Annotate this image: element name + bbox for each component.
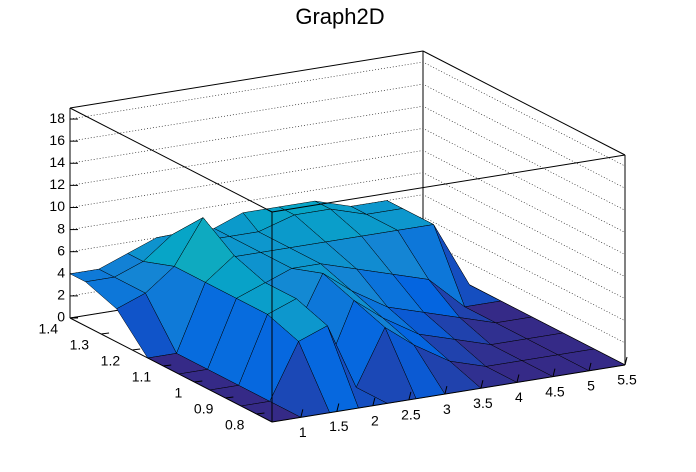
z-tick-label: 12	[49, 176, 65, 192]
x-tick	[408, 391, 412, 401]
y-tick	[132, 348, 141, 351]
y-tick-label: 0.9	[194, 401, 214, 417]
z-tick-label: 10	[49, 198, 65, 214]
z-tick-label: 18	[49, 110, 65, 126]
z-tick-label: 14	[49, 154, 65, 170]
y-tick-label: 0.8	[225, 417, 245, 433]
y-tick	[194, 380, 203, 383]
grid-line	[69, 150, 626, 255]
x-tick-label: 2.5	[401, 407, 421, 423]
x-tick-label: 2	[371, 412, 379, 428]
z-tick-label: 8	[57, 220, 65, 236]
y-tick	[69, 316, 79, 319]
x-tick-label: 4	[515, 389, 523, 405]
grid-line	[69, 83, 626, 189]
y-tick-label: 1	[175, 385, 183, 401]
x-tick	[300, 409, 304, 418]
x-tick	[624, 356, 628, 366]
z-tick-label: 2	[57, 287, 65, 303]
y-axis	[69, 317, 273, 423]
grid-line	[69, 128, 626, 233]
x-tick	[372, 397, 376, 406]
y-tick-label: 1.3	[70, 337, 90, 353]
x-axis	[271, 364, 626, 423]
x-tick	[588, 362, 592, 371]
y-tick-label: 1.2	[101, 353, 121, 369]
y-tick	[101, 332, 110, 335]
x-tick	[336, 403, 340, 412]
z-tick-label: 0	[57, 309, 65, 325]
front-edge	[69, 107, 273, 213]
grid-line	[69, 216, 626, 322]
y-tick-label: 1.1	[132, 369, 152, 385]
x-tick-label: 1.5	[329, 418, 349, 434]
grid-line	[69, 105, 626, 211]
x-tick	[480, 380, 484, 389]
x-tick	[444, 385, 448, 395]
z-tick-label: 4	[57, 264, 65, 280]
y-tick	[163, 364, 172, 367]
grid-line	[69, 172, 626, 277]
back-edge	[422, 50, 626, 156]
x-tick-label: 5	[587, 378, 595, 394]
front-edge	[271, 154, 626, 213]
z-tick-label: 16	[49, 132, 65, 148]
grid-line	[69, 61, 626, 167]
x-tick-label: 3	[443, 401, 451, 417]
back-edge	[69, 50, 424, 109]
y-tick-label: 1.4	[39, 321, 59, 337]
z-tick-label: 6	[57, 242, 65, 258]
grid-line	[69, 194, 626, 299]
chart-title: Graph2D	[295, 4, 384, 29]
x-tick	[516, 374, 520, 383]
x-tick	[552, 368, 556, 377]
x-tick-label: 3.5	[473, 395, 493, 411]
x-tick-label: 4.5	[545, 383, 565, 399]
y-tick	[256, 412, 265, 415]
x-tick-label: 5.5	[617, 372, 637, 388]
y-tick	[225, 396, 234, 399]
x-tick-label: 1	[299, 424, 307, 440]
